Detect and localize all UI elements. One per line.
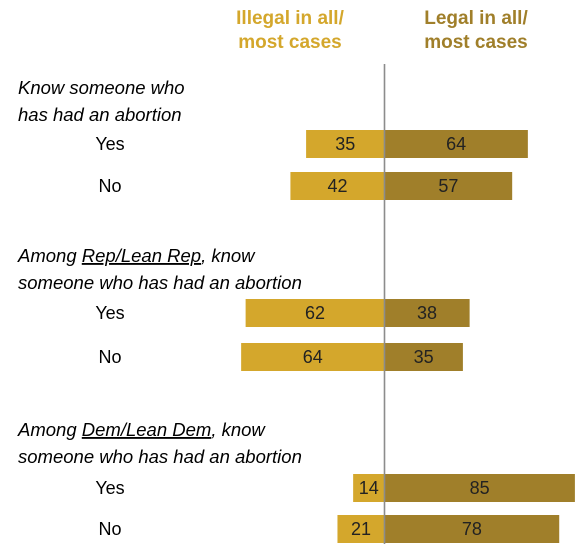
bar-legal — [384, 343, 463, 371]
series-header-legal: Legal in all/ — [424, 8, 528, 29]
value-label-legal: 38 — [417, 303, 437, 323]
value-label-illegal: 64 — [303, 347, 323, 367]
value-label-illegal: 35 — [335, 134, 355, 154]
group-title: someone who has had an abortion — [18, 446, 302, 467]
group-title: Among Rep/Lean Rep, know — [17, 245, 256, 266]
bar-illegal — [290, 172, 385, 200]
value-label-legal: 78 — [462, 519, 482, 539]
bar-illegal — [337, 515, 385, 543]
bar-legal — [384, 474, 575, 502]
row-label: Yes — [95, 134, 124, 154]
row-label: No — [98, 519, 121, 539]
bar-illegal — [353, 474, 385, 502]
group-title: Know someone who — [18, 77, 185, 98]
bar-legal — [384, 172, 513, 200]
value-label-illegal: 62 — [305, 303, 325, 323]
value-label-illegal: 14 — [359, 478, 379, 498]
series-header-illegal: most cases — [238, 32, 342, 53]
value-label-illegal: 42 — [327, 176, 347, 196]
group-title: someone who has had an abortion — [18, 272, 302, 293]
series-header-illegal: Illegal in all/ — [236, 8, 344, 29]
row-label: No — [98, 347, 121, 367]
bar-illegal — [245, 299, 385, 327]
bar-legal — [384, 130, 528, 158]
row-label: Yes — [95, 478, 124, 498]
group-title: has had an abortion — [18, 104, 182, 125]
row-label: No — [98, 176, 121, 196]
series-header-legal: most cases — [424, 32, 528, 53]
row-label: Yes — [95, 303, 124, 323]
value-label-legal: 57 — [438, 176, 458, 196]
bar-illegal — [306, 130, 385, 158]
value-label-illegal: 21 — [351, 519, 371, 539]
bar-legal — [384, 299, 470, 327]
value-label-legal: 35 — [414, 347, 434, 367]
value-label-legal: 64 — [446, 134, 466, 154]
value-label-legal: 85 — [470, 478, 490, 498]
group-title: Among Dem/Lean Dem, know — [17, 419, 266, 440]
bar-legal — [384, 515, 560, 543]
bar-illegal — [241, 343, 385, 371]
